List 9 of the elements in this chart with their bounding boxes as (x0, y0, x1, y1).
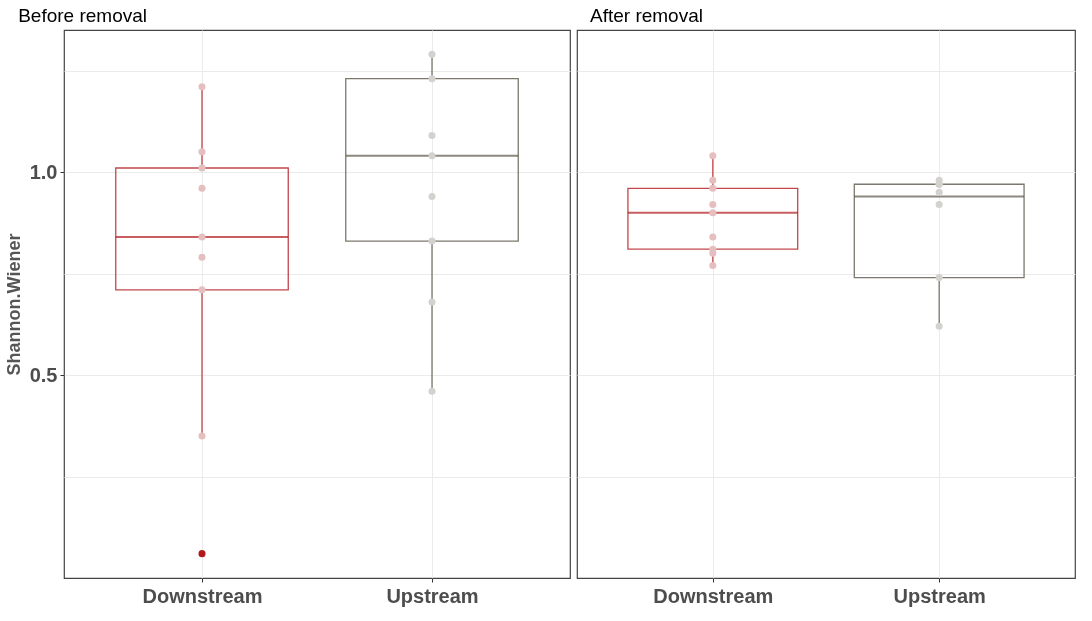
y-tick-label: 0.5 (29, 363, 58, 386)
y-tick-label: 1.0 (29, 160, 58, 183)
x-tick-label: Downstream (653, 584, 774, 607)
chart-title: After removal (590, 5, 703, 26)
x-tick-label: Upstream (893, 584, 986, 607)
x-tick-label: Upstream (386, 584, 479, 607)
x-tick-label: Downstream (142, 584, 263, 607)
chart-title: Before removal (18, 5, 148, 26)
y-axis-title: Shannon.Wiener (3, 233, 24, 376)
